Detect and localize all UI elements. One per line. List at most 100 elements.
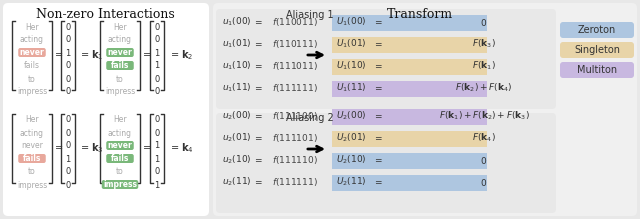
Text: $u_1(11)$: $u_1(11)$ bbox=[222, 82, 252, 94]
FancyBboxPatch shape bbox=[560, 42, 634, 58]
Text: $f(111110)$: $f(111110)$ bbox=[272, 154, 318, 166]
Text: $=$: $=$ bbox=[373, 83, 383, 92]
Text: $=$: $=$ bbox=[373, 18, 383, 26]
Text: $f(110011)$: $f(110011)$ bbox=[272, 16, 318, 28]
Text: $U_1(00)$: $U_1(00)$ bbox=[336, 16, 367, 28]
Text: $f(111011)$: $f(111011)$ bbox=[272, 60, 318, 72]
FancyBboxPatch shape bbox=[216, 113, 556, 213]
Text: 0: 0 bbox=[65, 88, 70, 97]
Text: never: never bbox=[108, 48, 132, 57]
Text: Her: Her bbox=[25, 115, 39, 124]
Text: $U_2(00)$: $U_2(00)$ bbox=[336, 110, 367, 122]
Text: impress: impress bbox=[17, 180, 47, 189]
FancyBboxPatch shape bbox=[19, 154, 45, 163]
Text: $=$: $=$ bbox=[373, 62, 383, 71]
Text: $=$: $=$ bbox=[253, 155, 263, 164]
Bar bbox=[332, 37, 487, 53]
Text: 1: 1 bbox=[154, 141, 159, 150]
Text: 0: 0 bbox=[65, 35, 70, 44]
Text: acting: acting bbox=[20, 35, 44, 44]
Text: $f(111111)$: $f(111111)$ bbox=[272, 176, 318, 188]
Text: $f(110111)$: $f(110111)$ bbox=[272, 38, 318, 50]
Text: =: = bbox=[143, 51, 151, 60]
Text: $=$: $=$ bbox=[373, 39, 383, 48]
Text: = $\mathbf{k}_2$: = $\mathbf{k}_2$ bbox=[170, 49, 193, 62]
Text: acting: acting bbox=[20, 129, 44, 138]
Text: never: never bbox=[108, 141, 132, 150]
Text: $U_1(10)$: $U_1(10)$ bbox=[336, 60, 367, 72]
Text: $U_2(10)$: $U_2(10)$ bbox=[336, 154, 367, 166]
Text: to: to bbox=[28, 74, 36, 83]
Text: 1: 1 bbox=[154, 180, 159, 189]
Text: fails: fails bbox=[111, 154, 129, 163]
Text: Multiton: Multiton bbox=[577, 65, 617, 75]
Text: 0: 0 bbox=[154, 74, 159, 83]
Text: $0$: $0$ bbox=[481, 177, 488, 187]
Text: $F(\mathbf{k}_2)+F(\mathbf{k}_4)$: $F(\mathbf{k}_2)+F(\mathbf{k}_4)$ bbox=[455, 82, 513, 94]
Text: $f(111100)$: $f(111100)$ bbox=[272, 110, 318, 122]
Text: $=$: $=$ bbox=[253, 111, 263, 120]
Bar bbox=[332, 175, 487, 191]
Text: $u_2(01)$: $u_2(01)$ bbox=[222, 132, 252, 144]
FancyBboxPatch shape bbox=[216, 9, 556, 109]
Text: Her: Her bbox=[25, 23, 39, 32]
Text: acting: acting bbox=[108, 129, 132, 138]
Text: impress: impress bbox=[17, 88, 47, 97]
Text: 0: 0 bbox=[65, 168, 70, 177]
Text: $f(111101)$: $f(111101)$ bbox=[272, 132, 318, 144]
Text: fails: fails bbox=[24, 62, 40, 71]
Text: impress: impress bbox=[105, 88, 135, 97]
FancyBboxPatch shape bbox=[19, 48, 45, 57]
Text: = $\mathbf{k}_4$: = $\mathbf{k}_4$ bbox=[170, 142, 194, 155]
Text: $u_1(01)$: $u_1(01)$ bbox=[222, 38, 252, 50]
Text: 0: 0 bbox=[154, 35, 159, 44]
Bar bbox=[332, 59, 487, 75]
Text: 0: 0 bbox=[65, 115, 70, 124]
FancyBboxPatch shape bbox=[213, 3, 637, 216]
Text: impress: impress bbox=[103, 180, 137, 189]
Text: fails: fails bbox=[111, 61, 129, 70]
FancyBboxPatch shape bbox=[560, 22, 634, 38]
Text: = $\mathbf{k}_3$: = $\mathbf{k}_3$ bbox=[80, 142, 104, 155]
Text: $U_2(11)$: $U_2(11)$ bbox=[336, 176, 367, 188]
Text: $=$: $=$ bbox=[253, 62, 263, 71]
Text: to: to bbox=[116, 74, 124, 83]
Text: $U_1(01)$: $U_1(01)$ bbox=[336, 38, 367, 50]
Text: $=$: $=$ bbox=[253, 39, 263, 48]
Text: $U_1(11)$: $U_1(11)$ bbox=[336, 82, 367, 94]
FancyBboxPatch shape bbox=[102, 180, 138, 189]
Text: acting: acting bbox=[108, 35, 132, 44]
Text: Her: Her bbox=[113, 23, 127, 32]
Text: $=$: $=$ bbox=[253, 83, 263, 92]
Text: 0: 0 bbox=[65, 141, 70, 150]
Text: 1: 1 bbox=[154, 62, 159, 71]
Text: $=$: $=$ bbox=[373, 155, 383, 164]
Text: Her: Her bbox=[113, 115, 127, 124]
Text: =: = bbox=[143, 143, 151, 154]
Text: 0: 0 bbox=[154, 168, 159, 177]
Text: 0: 0 bbox=[65, 62, 70, 71]
Text: 0: 0 bbox=[154, 115, 159, 124]
Text: to: to bbox=[28, 168, 36, 177]
Text: = $\mathbf{k}_1$: = $\mathbf{k}_1$ bbox=[80, 49, 104, 62]
Bar bbox=[332, 131, 487, 147]
Text: $F(\mathbf{k}_3)$: $F(\mathbf{k}_3)$ bbox=[472, 38, 496, 50]
Text: Aliasing 2: Aliasing 2 bbox=[286, 113, 334, 123]
Text: $=$: $=$ bbox=[373, 111, 383, 120]
FancyBboxPatch shape bbox=[560, 62, 634, 78]
Text: 1: 1 bbox=[65, 48, 70, 58]
Text: 0: 0 bbox=[154, 23, 159, 32]
Text: =: = bbox=[55, 143, 63, 154]
Text: to: to bbox=[116, 168, 124, 177]
Text: $F(\mathbf{k}_1)+F(\mathbf{k}_2)+F(\mathbf{k}_3)$: $F(\mathbf{k}_1)+F(\mathbf{k}_2)+F(\math… bbox=[438, 110, 529, 122]
Bar bbox=[332, 15, 487, 31]
Text: $0$: $0$ bbox=[481, 154, 488, 166]
Text: 0: 0 bbox=[65, 74, 70, 83]
Text: 0: 0 bbox=[65, 129, 70, 138]
Text: =: = bbox=[55, 51, 63, 60]
Bar bbox=[332, 81, 487, 97]
Text: $=$: $=$ bbox=[253, 178, 263, 187]
Text: $u_2(10)$: $u_2(10)$ bbox=[222, 154, 252, 166]
Text: $u_2(00)$: $u_2(00)$ bbox=[222, 110, 252, 122]
Text: Singleton: Singleton bbox=[574, 45, 620, 55]
